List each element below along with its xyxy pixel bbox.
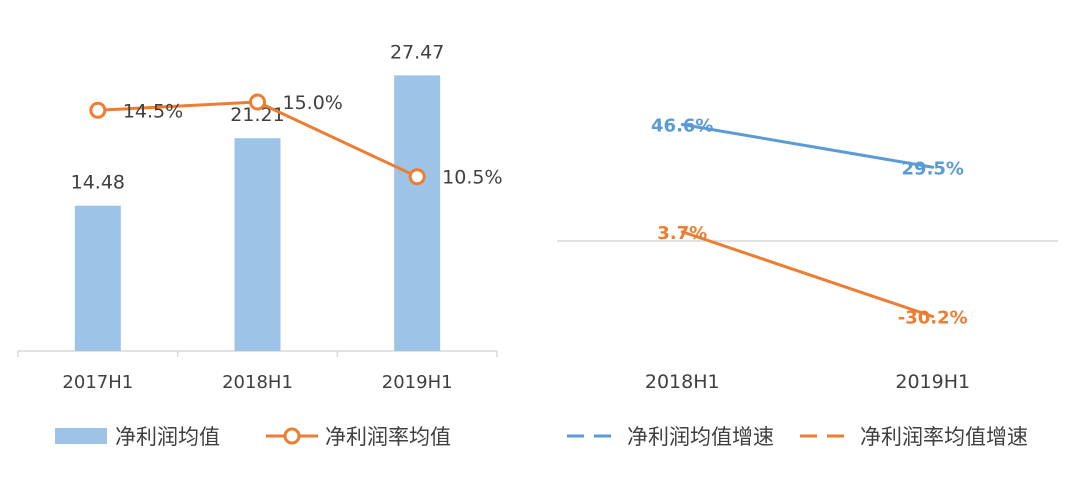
x-tick-label: 2018H1 xyxy=(645,371,720,393)
line-value-label: 14.5% xyxy=(123,100,183,122)
right-chart-area: 2018H1 2019H1 46.6% 29.5% 3.7% -30.2% 净利润均值增速 净… xyxy=(557,116,1058,449)
growth-value-label: 46.6% xyxy=(651,116,713,137)
bar-value-label: 27.47 xyxy=(390,41,444,63)
line-marker xyxy=(89,101,107,119)
x-tick-label: 2019H1 xyxy=(382,372,453,393)
growth-value-label: -30.2% xyxy=(898,308,968,329)
bar-2017H1 xyxy=(74,205,121,351)
x-tick-label: 2017H1 xyxy=(62,372,133,393)
bar-2019H1 xyxy=(394,75,441,351)
line-marker xyxy=(249,93,266,111)
line-marker xyxy=(408,168,426,186)
bar-2018H1 xyxy=(234,138,281,351)
legend-label: 净利润均值增速 xyxy=(627,425,774,449)
legend-label: 净利润均值 xyxy=(115,425,220,449)
line-value-label: 15.0% xyxy=(283,92,343,114)
growth-line-1 xyxy=(680,230,935,318)
bar-value-label: 14.48 xyxy=(71,172,125,194)
legend-swatch-marker xyxy=(283,427,301,445)
growth-value-label: 3.7% xyxy=(657,223,707,244)
growth-line-0 xyxy=(680,123,935,169)
legend-label: 净利润率均值增速 xyxy=(860,425,1028,449)
line-value-label: 10.5% xyxy=(442,167,502,189)
legend-swatch-bar xyxy=(55,428,107,444)
legend-label: 净利润率均值 xyxy=(325,425,451,449)
x-tick-label: 2018H1 xyxy=(222,372,293,393)
growth-value-label: 29.5% xyxy=(902,158,964,179)
x-tick-label: 2019H1 xyxy=(895,371,970,393)
